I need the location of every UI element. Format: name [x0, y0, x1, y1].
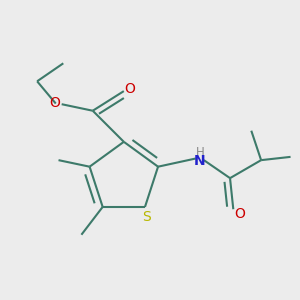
Text: O: O: [124, 82, 135, 97]
Text: H: H: [196, 146, 205, 159]
Text: S: S: [142, 210, 151, 224]
Text: O: O: [234, 207, 244, 221]
Text: N: N: [194, 154, 206, 168]
Text: O: O: [50, 96, 61, 110]
